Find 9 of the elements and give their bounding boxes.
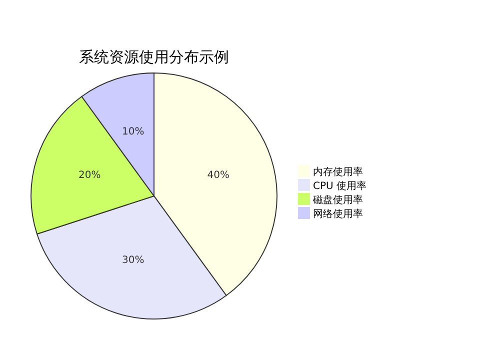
data-label: 30% (122, 255, 144, 266)
data-label: 10% (122, 126, 144, 138)
legend-label: 内存使用率 (313, 166, 363, 178)
legend-label: CPU 使用率 (313, 180, 367, 192)
data-label: 40% (207, 170, 230, 181)
data-label: 20% (78, 170, 101, 181)
legend-label: 磁盘使用率 (312, 194, 363, 206)
legend-label: 网络使用率 (313, 208, 363, 220)
chart-title: 系统资源使用分布示例 (79, 48, 229, 66)
